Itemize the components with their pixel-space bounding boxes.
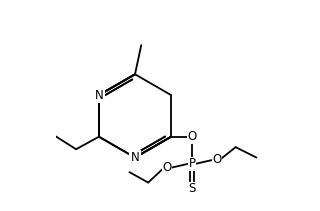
- Text: N: N: [131, 151, 140, 164]
- Text: O: O: [212, 153, 221, 166]
- Text: P: P: [188, 157, 196, 170]
- Text: N: N: [95, 89, 103, 101]
- Text: O: O: [162, 161, 172, 174]
- Text: N: N: [95, 89, 103, 101]
- Text: O: O: [187, 130, 196, 143]
- Text: N: N: [131, 151, 140, 164]
- Text: S: S: [188, 182, 196, 195]
